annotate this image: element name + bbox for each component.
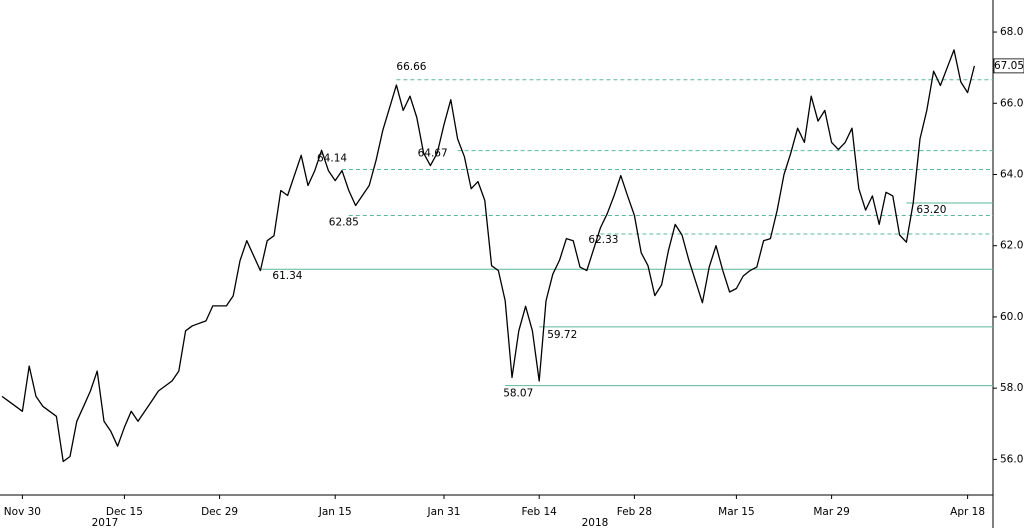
level-label: 58.07: [503, 388, 533, 400]
x-tick-label: Jan 15: [318, 506, 352, 518]
level-label: 63.20: [916, 204, 946, 216]
last-price-label: 67.05: [994, 60, 1024, 72]
x-tick-label: Feb 28: [617, 506, 652, 518]
last-price-box: [993, 58, 1024, 74]
level-label: 61.34: [272, 270, 302, 282]
level-label: 64.67: [418, 148, 448, 160]
y-tick-label: 62.00: [1000, 240, 1024, 252]
x-tick-label: Mar 15: [718, 506, 755, 518]
level-label: 62.85: [329, 216, 359, 228]
y-tick-label: 58.00: [1000, 382, 1024, 394]
x-tick-label: Jan 31: [427, 506, 461, 518]
x-tick-label: Feb 14: [522, 506, 558, 518]
y-tick-label: 60.00: [1000, 311, 1024, 323]
y-tick-label: 68.00: [1000, 26, 1024, 38]
level-label: 62.33: [588, 234, 618, 246]
level-label: 66.66: [396, 61, 426, 73]
x-year-label: 2017: [92, 517, 119, 528]
y-tick-label: 66.00: [1000, 97, 1024, 109]
level-label: 64.14: [317, 153, 347, 165]
price-line: [1, 49, 976, 463]
y-tick-label: 56.00: [1000, 453, 1024, 465]
x-tick-label: Apr 18: [950, 506, 985, 518]
x-tick-label: Dec 15: [106, 506, 143, 518]
x-tick-label: Dec 29: [201, 506, 238, 518]
x-year-label: 2018: [582, 517, 609, 528]
y-tick-label: 64.00: [1000, 168, 1024, 180]
x-tick-label: Mar 29: [813, 506, 850, 518]
x-tick-label: Nov 30: [4, 506, 41, 518]
level-label: 59.72: [547, 329, 577, 341]
